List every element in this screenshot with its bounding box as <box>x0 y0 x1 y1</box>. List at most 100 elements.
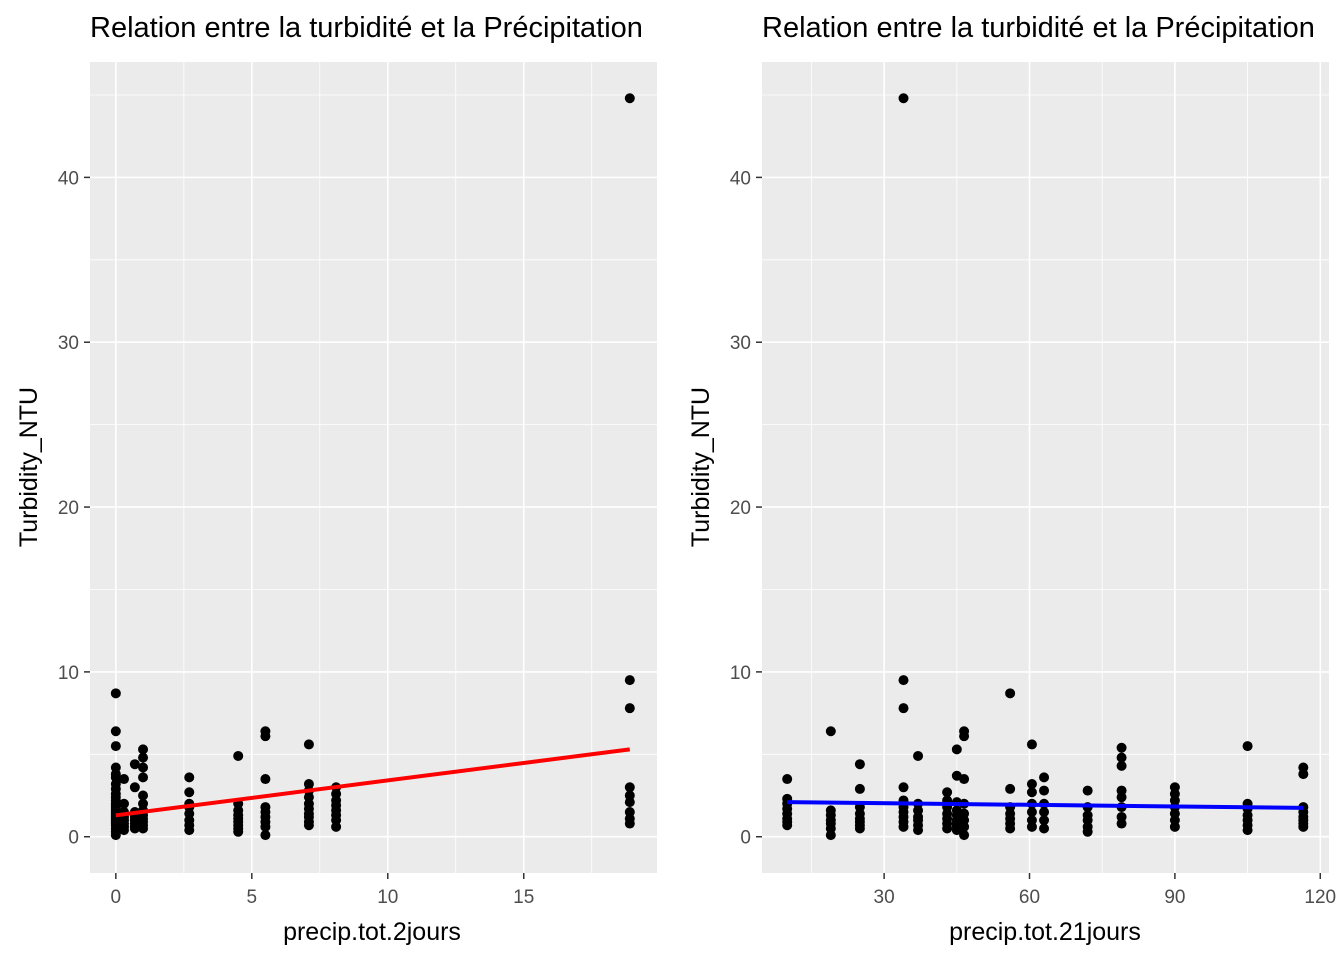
left-data-point <box>184 772 195 783</box>
right-data-point <box>959 830 970 841</box>
left-chart-title: Relation entre la turbidité et la Précip… <box>90 12 643 44</box>
right-data-point <box>1116 742 1127 753</box>
right-data-point <box>942 823 953 834</box>
left-data-point <box>129 782 140 793</box>
right-data-point <box>1039 823 1050 834</box>
right-data-point <box>825 726 836 737</box>
left-data-point <box>129 759 140 770</box>
right-data-point <box>1082 826 1093 837</box>
right-data-point <box>959 774 970 785</box>
right-plot-area: 30 60 90 120 0 10 20 30 40 <box>730 62 1336 908</box>
right-data-point <box>1005 783 1016 794</box>
left-x-axis-title: precip.tot.2jours <box>283 918 461 946</box>
right-data-point <box>1116 792 1127 803</box>
left-data-point <box>260 731 271 742</box>
left-data-point <box>138 823 149 834</box>
left-data-point <box>110 830 121 841</box>
left-data-point <box>138 752 149 763</box>
left-data-point <box>138 762 149 773</box>
right-data-point <box>898 93 909 104</box>
left-data-point <box>331 821 342 832</box>
left-data-point <box>303 820 314 831</box>
left-y-tick-label: 0 <box>68 828 79 849</box>
left-data-point <box>260 821 271 832</box>
left-data-point <box>233 750 244 761</box>
right-y-tick-label: 40 <box>730 168 751 189</box>
right-data-point <box>1298 821 1309 832</box>
right-data-point <box>782 774 793 785</box>
right-x-tick-label: 120 <box>1304 887 1336 908</box>
right-y-tick-label: 20 <box>730 498 751 519</box>
right-data-point <box>959 731 970 742</box>
left-data-point <box>110 688 121 699</box>
left-data-point <box>138 772 149 783</box>
left-trend-line <box>115 747 631 818</box>
right-data-point <box>1116 760 1127 771</box>
right-plot-background <box>762 62 1329 873</box>
left-y-tick-label: 30 <box>58 333 79 354</box>
right-x-tick-label: 60 <box>1019 887 1040 908</box>
left-x-tick-label: 5 <box>247 887 258 908</box>
left-data-point <box>624 797 635 808</box>
right-x-tick-label: 90 <box>1164 887 1185 908</box>
right-data-point <box>913 825 924 836</box>
right-y-tick-label: 0 <box>740 828 751 849</box>
right-data-point <box>854 783 865 794</box>
right-data-point <box>898 703 909 714</box>
right-data-point <box>1298 769 1309 780</box>
right-x-tick-label: 30 <box>874 887 895 908</box>
right-y-axis-title: Turbidity_NTU <box>687 387 715 547</box>
right-data-point <box>898 821 909 832</box>
left-x-tick-label: 0 <box>111 887 122 908</box>
right-data-point <box>1169 821 1180 832</box>
right-x-axis-title: precip.tot.21jours <box>949 918 1141 946</box>
left-plot-area: 0 5 10 15 0 10 20 30 40 <box>58 62 657 908</box>
right-data-point <box>1242 825 1253 836</box>
right-data-point <box>1026 778 1037 789</box>
right-trend-line <box>787 800 1304 810</box>
right-data-point <box>898 782 909 793</box>
left-data-point <box>118 798 129 809</box>
right-data-point <box>1026 807 1037 818</box>
right-chart-panel: Relation entre la turbidité et la Précip… <box>672 0 1344 960</box>
left-data-point <box>129 823 140 834</box>
left-data-point <box>624 782 635 793</box>
left-data-point <box>624 703 635 714</box>
right-data-point <box>913 750 924 761</box>
left-x-tick-label: 10 <box>377 887 398 908</box>
right-chart-title: Relation entre la turbidité et la Précip… <box>762 12 1315 44</box>
left-data-point <box>118 774 129 785</box>
right-data-point <box>825 830 836 841</box>
right-data-point <box>1039 772 1050 783</box>
right-data-point <box>1116 818 1127 829</box>
left-data-point <box>184 787 195 798</box>
right-data-point <box>951 744 962 755</box>
left-data-point <box>233 826 244 837</box>
left-x-tick-label: 15 <box>513 887 534 908</box>
right-data-point <box>1039 785 1050 796</box>
right-chart-svg: 30 60 90 120 0 10 20 30 40 precip.tot.21jours Tu… <box>687 62 1336 946</box>
left-plot-background <box>90 62 657 873</box>
left-data-point <box>624 675 635 686</box>
right-data-point <box>854 759 865 770</box>
left-data-point <box>303 739 314 750</box>
right-data-point <box>1005 688 1016 699</box>
right-data-point <box>1026 739 1037 750</box>
left-data-point <box>118 825 129 836</box>
left-y-axis-title: Turbidity_NTU <box>15 387 43 547</box>
right-data-point <box>1039 815 1050 826</box>
right-data-point <box>1026 787 1037 798</box>
right-data-point <box>942 787 953 798</box>
left-y-tick-label: 40 <box>58 168 79 189</box>
right-data-point <box>959 821 970 832</box>
right-data-point <box>1116 752 1127 763</box>
left-data-point <box>624 93 635 104</box>
right-y-tick-label: 30 <box>730 333 751 354</box>
left-y-tick-label: 10 <box>58 663 79 684</box>
right-data-point <box>1082 785 1093 796</box>
right-data-point <box>1242 741 1253 752</box>
right-data-point <box>1005 823 1016 834</box>
left-chart-svg: 0 5 10 15 0 10 20 30 40 precip.tot.2jours Turbid… <box>15 62 657 946</box>
left-data-point <box>260 830 271 841</box>
right-data-point <box>854 823 865 834</box>
